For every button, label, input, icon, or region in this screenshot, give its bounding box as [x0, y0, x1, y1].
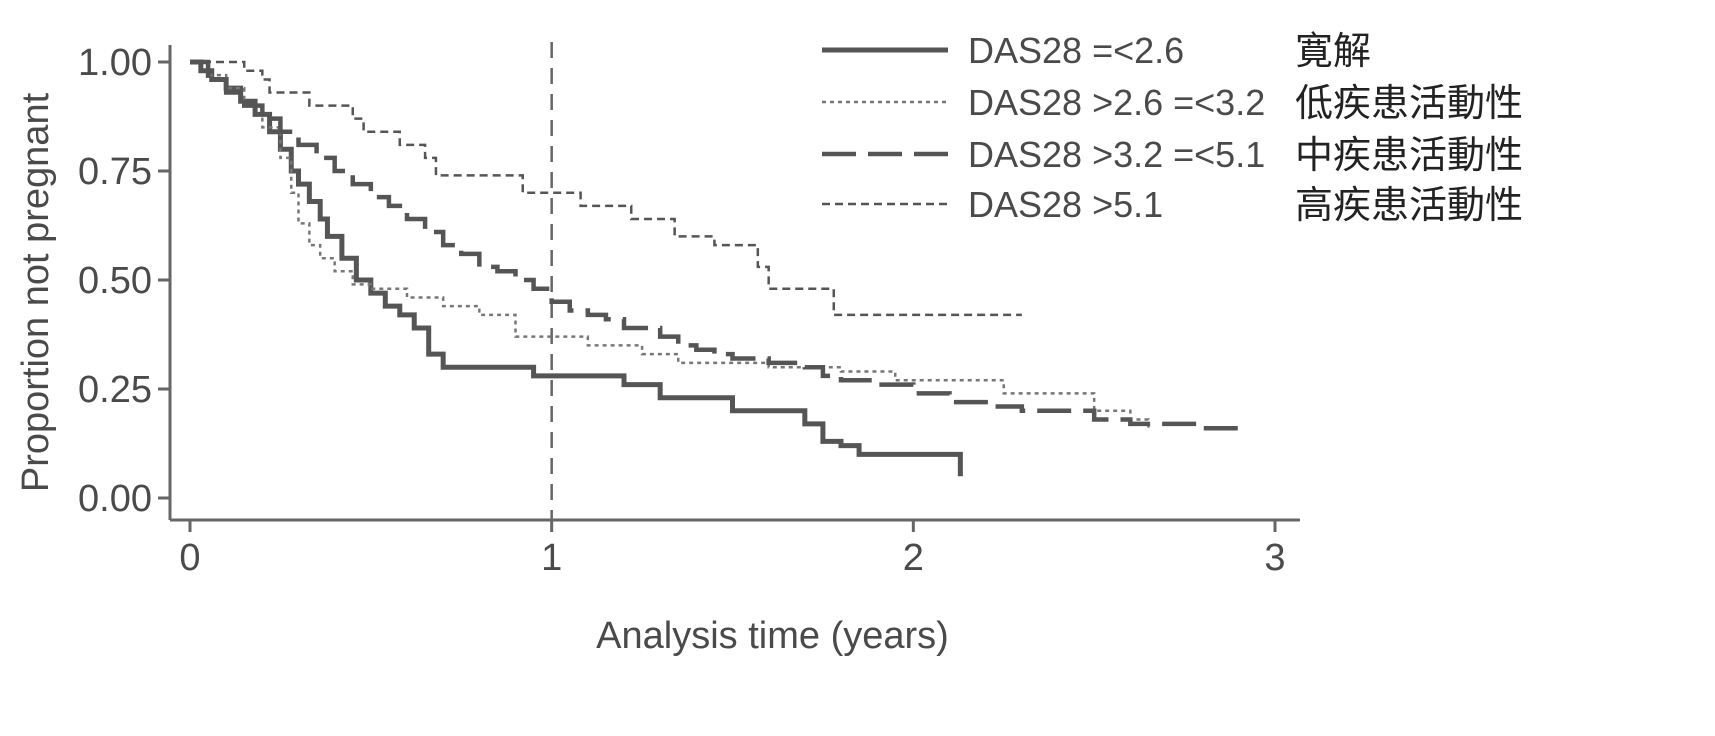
legend-label-2: DAS28 >2.6 =<3.2: [968, 82, 1265, 123]
y-ticks: 0.00 0.25 0.50 0.75 1.00: [78, 42, 170, 520]
axes: 0.00 0.25 0.50 0.75 1.00 0 1 2 3 Proportion not…: [15, 42, 1300, 657]
series-group: [190, 59, 1247, 477]
y-tick-label: 0.00: [78, 478, 152, 520]
y-tick-label: 1.00: [78, 42, 152, 84]
y-axis-title: Proportion not pregnant: [15, 92, 57, 492]
y-tick-label: 0.50: [78, 260, 152, 302]
x-axis-title: Analysis time (years): [596, 615, 949, 657]
series-line-4: [190, 60, 1022, 317]
x-ticks: 0 1 2 3: [179, 520, 1286, 579]
x-tick-label: 3: [1264, 537, 1285, 579]
x-tick-label: 0: [179, 537, 200, 579]
series-line-2: [190, 60, 1150, 429]
legend-label-4: DAS28 >5.1: [968, 184, 1163, 225]
y-tick-label: 0.25: [78, 369, 152, 411]
legend-label-1: DAS28 =<2.6: [968, 30, 1184, 71]
legend-label-jp-2: 低疾患活動性: [1295, 81, 1523, 125]
legend-label-jp-4: 高疾患活動性: [1295, 183, 1523, 227]
series-line-1: [190, 59, 963, 477]
legend-label-3: DAS28 >3.2 =<5.1: [968, 134, 1265, 175]
x-tick-label: 1: [541, 537, 562, 579]
x-tick-label: 2: [903, 537, 924, 579]
legend-label-jp-1: 寛解: [1295, 29, 1371, 73]
legend-label-jp-3: 中疾患活動性: [1295, 133, 1523, 177]
legend: DAS28 =<2.6 寛解 DAS28 >2.6 =<3.2 低疾患活動性 DAS28…: [822, 29, 1523, 227]
y-tick-label: 0.75: [78, 151, 152, 193]
series-line-3: [190, 59, 1247, 431]
